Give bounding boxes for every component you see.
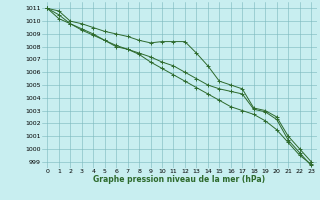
X-axis label: Graphe pression niveau de la mer (hPa): Graphe pression niveau de la mer (hPa) [93,175,265,184]
